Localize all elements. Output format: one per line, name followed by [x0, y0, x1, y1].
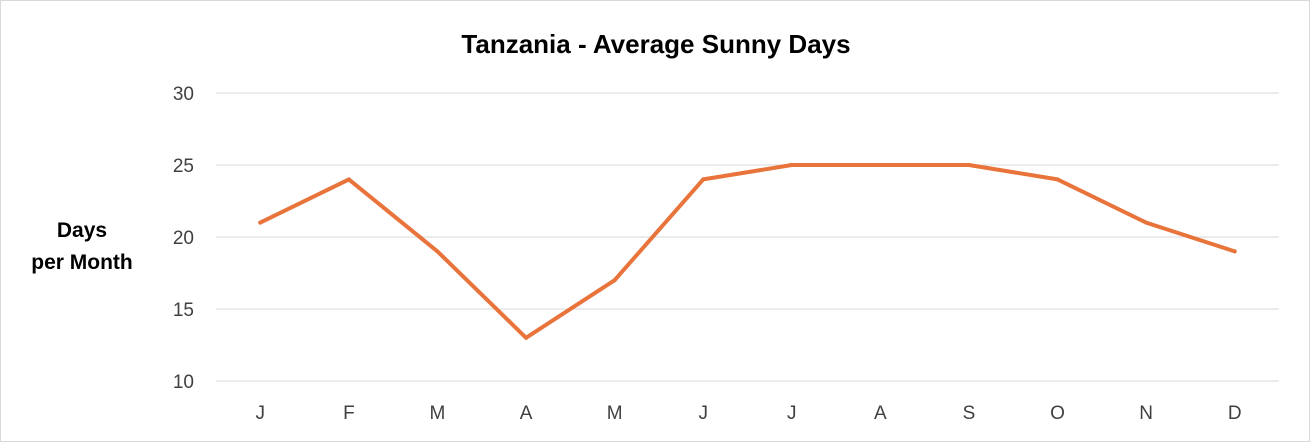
data-point	[966, 163, 971, 167]
x-tick-label: D	[1228, 403, 1242, 424]
y-tick-label: 10	[173, 372, 194, 393]
data-point	[878, 163, 883, 167]
x-tick-label: F	[343, 403, 355, 424]
y-axis-label-line-1: Days	[57, 219, 107, 242]
data-point	[701, 177, 706, 182]
y-axis-label-line-2: per Month	[31, 251, 132, 274]
x-tick-label: M	[430, 403, 446, 424]
x-tick-label: M	[607, 403, 623, 424]
data-point	[524, 335, 529, 340]
y-axis-ticks: 10 15 20 25 30	[173, 84, 194, 393]
data-point	[1232, 249, 1237, 254]
y-tick-label: 30	[173, 84, 194, 105]
data-point	[612, 278, 617, 283]
data-point	[1144, 220, 1149, 225]
series-layer	[258, 163, 1237, 340]
data-point	[1055, 177, 1060, 182]
x-tick-label: O	[1050, 403, 1065, 424]
x-tick-label: J	[787, 403, 797, 424]
y-tick-label: 15	[173, 300, 194, 321]
x-tick-label: A	[874, 403, 887, 424]
x-tick-label: S	[963, 403, 976, 424]
data-point	[258, 220, 263, 225]
data-point	[789, 163, 794, 167]
data-point	[435, 249, 440, 254]
x-tick-label: J	[256, 403, 266, 424]
y-tick-label: 20	[173, 228, 194, 249]
chart-title: Tanzania - Average Sunny Days	[461, 29, 850, 59]
y-tick-label: 25	[173, 156, 194, 177]
x-tick-label: J	[698, 403, 708, 424]
gridlines	[216, 92, 1279, 382]
series-line-0	[258, 163, 1237, 340]
x-tick-label: N	[1139, 403, 1153, 424]
data-point	[346, 177, 351, 182]
x-tick-label: A	[520, 403, 533, 424]
